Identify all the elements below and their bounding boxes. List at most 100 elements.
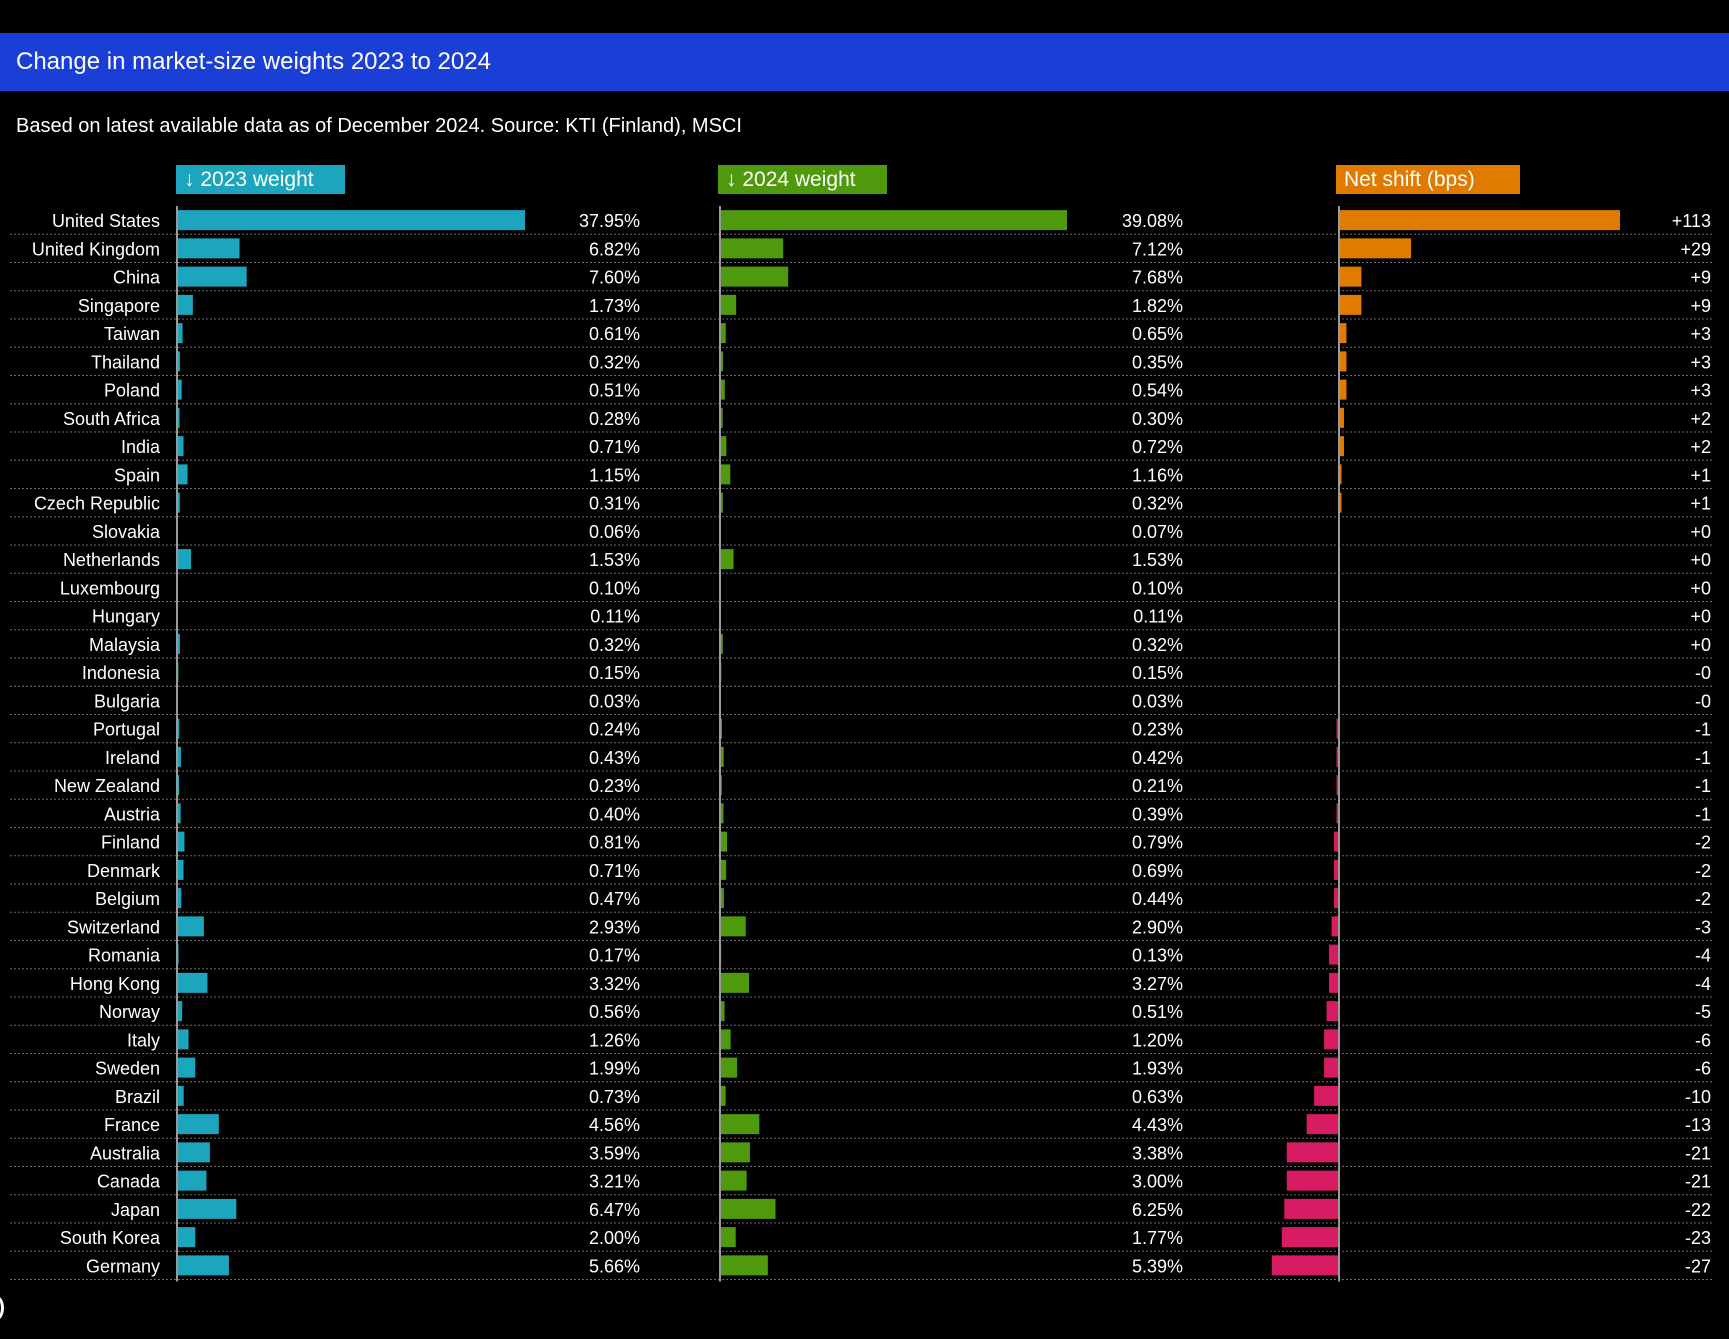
country-label: South Korea [60,1228,161,1248]
value-label-net-shift: +3 [1690,352,1711,372]
country-label: Belgium [95,889,160,909]
value-label-net-shift: +3 [1690,381,1711,401]
country-label: Ireland [105,748,160,768]
value-label-2024: 0.32% [1132,635,1183,655]
bar-2023 [177,294,193,315]
bar-net-shift [1281,1227,1339,1248]
value-label-2023: 0.47% [589,889,640,909]
bar-2024 [720,266,789,287]
value-label-net-shift: +0 [1690,607,1711,627]
value-label-2023: 3.21% [589,1172,640,1192]
value-label-net-shift: -5 [1695,1002,1711,1022]
value-label-2023: 0.23% [589,776,640,796]
bar-net-shift [1331,916,1339,937]
value-label-2024: 3.38% [1132,1143,1183,1163]
value-label-net-shift: -1 [1695,776,1711,796]
bar-2024 [720,379,725,400]
value-label-2023: 1.99% [589,1059,640,1079]
bar-net-shift [1324,1029,1339,1050]
value-label-net-shift: -21 [1685,1172,1711,1192]
value-label-net-shift: -13 [1685,1115,1711,1135]
title-bar: Change in market-size weights 2023 to 20… [0,33,1729,91]
value-label-2024: 0.35% [1132,352,1183,372]
value-label-2024: 2.90% [1132,917,1183,937]
bar-net-shift [1334,831,1339,852]
value-label-2023: 3.59% [589,1143,640,1163]
bar-2024 [720,1001,725,1022]
country-label: Slovakia [92,522,161,542]
bar-2024 [720,803,724,824]
bar-2024 [720,323,726,344]
value-label-2024: 39.08% [1122,211,1183,231]
value-label-net-shift: +1 [1690,465,1711,485]
value-label-2024: 0.51% [1132,1002,1183,1022]
bar-2023 [177,859,184,880]
value-label-2024: 0.23% [1132,720,1183,740]
bar-2024 [720,549,734,570]
bar-2023 [177,718,180,739]
value-label-2024: 0.13% [1132,946,1183,966]
value-label-2023: 1.73% [589,296,640,316]
value-label-net-shift: -2 [1695,861,1711,881]
value-label-2023: 0.10% [589,578,640,598]
bar-net-shift [1286,1142,1339,1163]
value-label-2024: 7.12% [1132,239,1183,259]
value-label-net-shift: -1 [1695,720,1711,740]
bar-2023 [177,1227,196,1248]
bar-2024 [720,1142,751,1163]
country-label: Hong Kong [70,974,160,994]
value-label-2024: 3.27% [1132,974,1183,994]
bar-2023 [177,1198,237,1219]
bar-2024 [720,1114,760,1135]
value-label-2024: 0.07% [1132,522,1183,542]
country-label: Malaysia [89,635,161,655]
value-label-net-shift: -22 [1685,1200,1711,1220]
value-label-2024: 0.72% [1132,437,1183,457]
value-label-2023: 6.47% [589,1200,640,1220]
chart-title: Change in market-size weights 2023 to 20… [16,48,491,75]
value-label-2023: 3.32% [589,974,640,994]
bar-net-shift [1334,888,1339,909]
bar-2023 [177,464,188,485]
country-label: Hungary [92,607,160,627]
value-label-net-shift: -6 [1695,1030,1711,1050]
bar-2024 [720,1029,731,1050]
value-label-2023: 0.71% [589,437,640,457]
bar-2023 [177,1255,229,1276]
value-label-2023: 0.32% [589,352,640,372]
bar-2023 [177,633,180,654]
bar-2023 [177,916,204,937]
value-label-2023: 6.82% [589,239,640,259]
bar-2024 [720,492,723,513]
bar-net-shift [1339,351,1347,372]
bar-2024 [720,294,737,315]
country-label: Brazil [115,1087,160,1107]
country-label: Italy [127,1030,160,1050]
value-label-net-shift: +3 [1690,324,1711,344]
bar-net-shift [1286,1170,1339,1191]
bar-2023 [177,803,181,824]
chart-subtitle: Based on latest available data as of Dec… [16,115,742,137]
value-label-2023: 37.95% [579,211,640,231]
value-label-2023: 0.71% [589,861,640,881]
bar-2023 [177,323,183,344]
country-label: Indonesia [82,663,161,683]
value-label-2023: 5.66% [589,1256,640,1276]
bar-2023 [177,1114,219,1135]
bar-2023 [177,972,208,993]
bar-2023 [177,1170,207,1191]
value-label-net-shift: -2 [1695,889,1711,909]
bar-2024 [720,916,746,937]
bar-2023 [177,379,182,400]
value-label-2024: 0.10% [1132,578,1183,598]
value-label-2024: 0.69% [1132,861,1183,881]
value-label-2024: 0.39% [1132,804,1183,824]
bar-2023 [177,831,185,852]
country-label: Singapore [78,296,160,316]
bar-2024 [720,464,731,485]
bar-2024 [720,888,724,909]
value-label-net-shift: +1 [1690,494,1711,514]
value-label-net-shift: -4 [1695,946,1711,966]
value-label-2023: 0.32% [589,635,640,655]
bar-2023 [177,1001,183,1022]
